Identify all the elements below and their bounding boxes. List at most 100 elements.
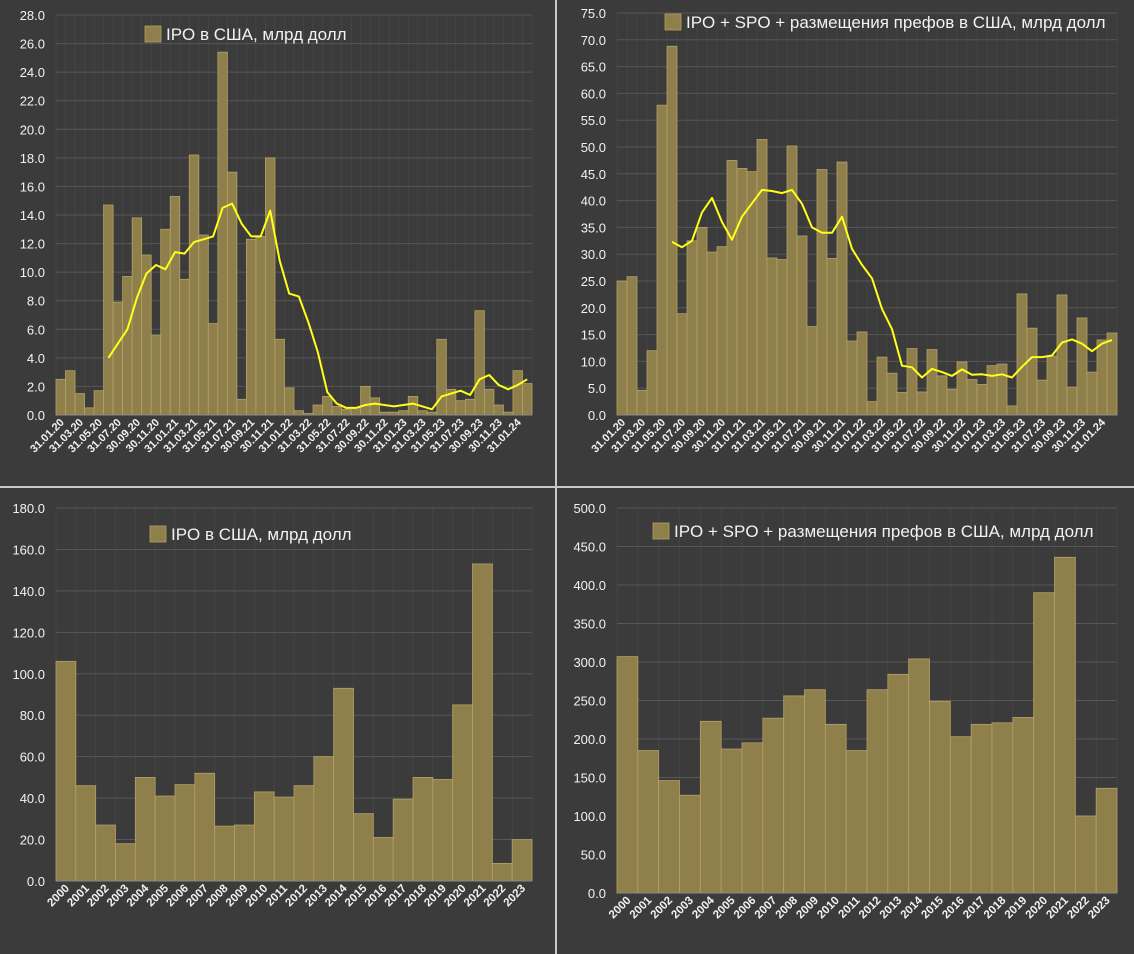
y-tick-label: 8.0 bbox=[27, 294, 45, 309]
bar bbox=[636, 389, 648, 416]
bar bbox=[676, 313, 688, 416]
bar bbox=[876, 356, 888, 416]
bar bbox=[93, 390, 105, 416]
bar bbox=[786, 145, 798, 416]
bar bbox=[412, 776, 434, 882]
chart-total-monthly: 0.0 5.0 10.0 15.0 20.0 25.0 30.0 35.0 40.0 45.0 50… bbox=[557, 0, 1134, 486]
x-tick-label: 2012 bbox=[857, 895, 884, 922]
y-tick-label: 65.0 bbox=[581, 60, 606, 75]
bar bbox=[1056, 294, 1068, 416]
y-tick-label: 200.0 bbox=[573, 732, 606, 747]
y-tick-label: 0.0 bbox=[27, 874, 45, 889]
bar bbox=[55, 660, 77, 882]
x-tick-label: 2007 bbox=[753, 895, 780, 922]
bar bbox=[452, 704, 473, 882]
x-tick-label: 2016 bbox=[363, 883, 390, 910]
y-tick-label: 140.0 bbox=[12, 584, 45, 599]
bar bbox=[122, 276, 133, 416]
x-tick-label: 2011 bbox=[837, 894, 864, 921]
bar bbox=[65, 370, 76, 416]
x-tick-label: 2009 bbox=[224, 883, 251, 910]
bar bbox=[236, 398, 247, 416]
legend-swatch bbox=[652, 522, 670, 540]
y-tick-label: 400.0 bbox=[573, 578, 606, 593]
x-tick-label: 2017 bbox=[383, 883, 410, 910]
legend-label: IPO в США, млрд долл bbox=[171, 525, 352, 544]
bar bbox=[75, 785, 97, 882]
bar bbox=[353, 813, 374, 882]
y-tick-label: 40.0 bbox=[20, 791, 45, 806]
bar bbox=[1046, 355, 1058, 416]
bar bbox=[679, 794, 701, 894]
y-tick-label: 28.0 bbox=[20, 8, 45, 23]
moving-average-line bbox=[107, 202, 528, 411]
y-tick-label: 300.0 bbox=[573, 655, 606, 670]
y-tick-label: 0.0 bbox=[588, 886, 606, 901]
bar bbox=[398, 410, 409, 416]
bar bbox=[194, 772, 216, 882]
bar bbox=[331, 406, 342, 416]
x-tick-label: 2019 bbox=[1003, 895, 1030, 922]
bar bbox=[512, 370, 523, 416]
bar bbox=[637, 750, 660, 894]
y-tick-label: 80.0 bbox=[20, 708, 45, 723]
chart-ipo-annual-svg: 0.0 20.0 40.0 60.0 80.0 100.0 120.0 140.0 160.0 1… bbox=[12, 501, 533, 910]
bar bbox=[274, 338, 285, 416]
y-tick-label: 4.0 bbox=[27, 351, 45, 366]
bar bbox=[245, 238, 257, 416]
bar bbox=[293, 785, 315, 882]
bar bbox=[887, 673, 910, 894]
bar bbox=[84, 407, 95, 416]
bar bbox=[372, 837, 394, 882]
bar bbox=[908, 658, 930, 894]
bar bbox=[1076, 317, 1088, 416]
bar bbox=[493, 404, 504, 416]
x-tick-label: 2009 bbox=[794, 895, 821, 922]
y-tick-label: 40.0 bbox=[581, 194, 606, 209]
y-tick-label: 6.0 bbox=[27, 322, 45, 337]
y-tick-label: 30.0 bbox=[581, 247, 606, 262]
bar bbox=[369, 397, 381, 416]
bar bbox=[986, 365, 998, 416]
bar bbox=[991, 722, 1014, 894]
bar bbox=[522, 383, 533, 416]
bar bbox=[333, 687, 354, 882]
bar bbox=[131, 217, 143, 416]
bar bbox=[188, 154, 200, 416]
bar bbox=[255, 236, 266, 416]
x-tick-label: 2022 bbox=[482, 883, 509, 910]
x-tick-label: 2000 bbox=[607, 895, 634, 922]
bar bbox=[103, 204, 114, 416]
bar bbox=[816, 169, 828, 416]
y-tick-label: 50.0 bbox=[581, 848, 606, 863]
bar bbox=[417, 410, 428, 416]
chart-ipo-annual: 0.0 20.0 40.0 60.0 80.0 100.0 120.0 140.0 160.0 1… bbox=[0, 488, 555, 954]
y-tick-label: 12.0 bbox=[20, 237, 45, 252]
legend-label: IPO в США, млрд долл bbox=[166, 25, 347, 44]
bar bbox=[312, 404, 323, 416]
bar bbox=[160, 228, 171, 416]
y-tick-label: 22.0 bbox=[20, 94, 45, 109]
legend-label: IPO + SPO + размещения префов в США, млр… bbox=[686, 13, 1106, 32]
bar bbox=[392, 798, 414, 882]
bar bbox=[1095, 787, 1118, 894]
y-tick-label: 2.0 bbox=[27, 379, 45, 394]
x-tick-label: 2016 bbox=[940, 895, 967, 922]
y-tick-label: 35.0 bbox=[581, 220, 606, 235]
bar bbox=[407, 396, 419, 416]
y-tick-label: 10.0 bbox=[20, 265, 45, 280]
x-tick-label: 2006 bbox=[732, 895, 759, 922]
bar bbox=[1054, 556, 1076, 894]
bar bbox=[1016, 293, 1028, 416]
bar bbox=[686, 240, 698, 416]
legend-swatch bbox=[144, 25, 162, 43]
bar bbox=[616, 656, 639, 894]
bar bbox=[1106, 332, 1118, 416]
bar bbox=[169, 196, 181, 416]
bar bbox=[436, 338, 447, 416]
bar bbox=[1036, 379, 1048, 416]
bar bbox=[141, 254, 152, 416]
x-tick-label: 2023 bbox=[502, 883, 529, 910]
bar bbox=[455, 400, 466, 416]
y-tick-label: 75.0 bbox=[581, 6, 606, 21]
